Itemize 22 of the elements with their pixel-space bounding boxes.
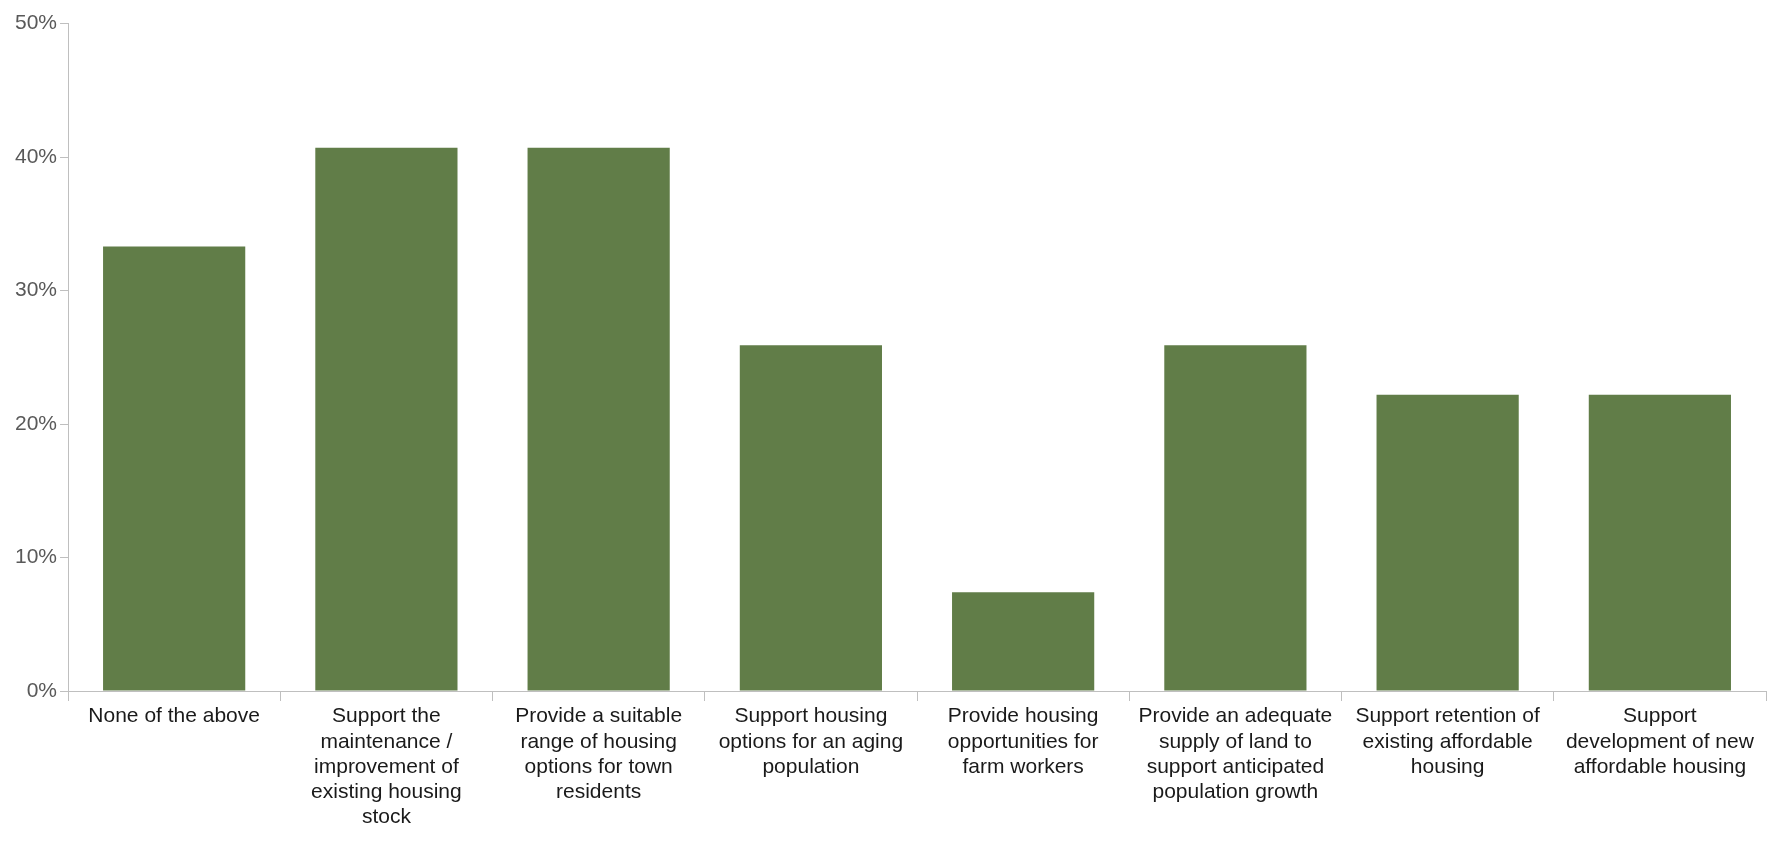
bar bbox=[103, 246, 246, 691]
bar bbox=[1164, 345, 1307, 691]
bar bbox=[739, 345, 882, 691]
x-tick-label: None of the above bbox=[88, 703, 260, 727]
x-tick-label: Provide an adequate supply of land to support anticipated population growth bbox=[1138, 703, 1333, 802]
x-tick-label: Provide a suitable range of housing options for town residents bbox=[515, 703, 683, 802]
x-tick-label: Support retention of existing affordable housing bbox=[1355, 703, 1541, 777]
x-tick-label: Support housing options for an aging population bbox=[718, 703, 904, 777]
x-tick-label: Support development of new affordable housing bbox=[1565, 703, 1755, 777]
x-tick-label: Provide housing opportunities for farm workers bbox=[947, 703, 1099, 777]
y-tick-label: 30% bbox=[15, 277, 58, 301]
y-tick-label: 10% bbox=[15, 544, 58, 568]
bar bbox=[1588, 394, 1731, 691]
y-tick-label: 40% bbox=[15, 143, 58, 167]
bar bbox=[1376, 394, 1519, 691]
bar bbox=[952, 592, 1095, 691]
bar bbox=[527, 147, 670, 691]
y-tick-label: 50% bbox=[15, 10, 58, 34]
y-tick-label: 20% bbox=[15, 410, 58, 434]
bar bbox=[315, 147, 458, 691]
x-tick-label: Support the maintenance / improvement of existing housing stock bbox=[311, 703, 462, 828]
y-tick-label: 0% bbox=[26, 677, 58, 701]
